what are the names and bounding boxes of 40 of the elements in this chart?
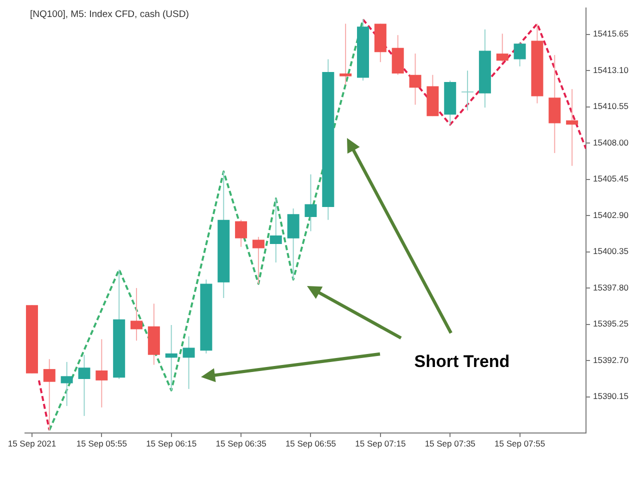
x-tick-label: 15 Sep 06:35 [216, 438, 267, 448]
annotation: Short Trend [414, 352, 510, 371]
y-tick-label: 15410.55 [593, 101, 629, 112]
x-tick-label: 15 Sep 07:15 [355, 438, 406, 448]
candlestick [514, 42, 526, 67]
candlestick [96, 338, 108, 408]
candlestick [235, 219, 248, 248]
y-tick-label: 15390.15 [593, 391, 629, 402]
candlestick [78, 354, 90, 416]
candlestick [60, 361, 73, 406]
candlestick [270, 198, 282, 263]
y-tick-label: 15395.25 [593, 318, 629, 329]
x-tick-label: 15 Sep 06:55 [285, 438, 336, 448]
x-tick-label: 15 Sep 05:55 [76, 438, 128, 448]
candlestick [462, 70, 474, 111]
y-tick-label: 15400.35 [593, 246, 629, 256]
line-series [48, 18, 364, 432]
y-tick-label: 15408.00 [593, 137, 629, 148]
y-tick-label: 15397.80 [593, 282, 629, 292]
x-tick-label: 15 Sep 07:35 [424, 438, 476, 448]
candlestick [43, 358, 56, 431]
x-tick-label: 15 Sep 2021 [8, 438, 56, 448]
candlestick [304, 174, 317, 232]
x-tick-label: 15 Sep 06:15 [146, 438, 197, 448]
y-tick-label: 15405.45 [593, 174, 629, 184]
y-tick-label: 15415.65 [593, 28, 629, 39]
candlestick [130, 288, 143, 342]
candlestick [409, 53, 422, 106]
candlestick [340, 23, 352, 86]
y-tick-label: 15402.90 [593, 210, 629, 220]
chart-title: [NQ100], M5: Index CFD, cash (USD) [30, 9, 189, 20]
line-series [362, 18, 586, 150]
y-tick-label: 15392.70 [593, 354, 629, 365]
x-tick-label: 15 Sep 07:55 [494, 438, 546, 448]
candlestick [566, 88, 578, 166]
y-tick-label: 15413.10 [593, 64, 629, 75]
candlestick [182, 336, 195, 390]
candlestick [252, 236, 264, 284]
candlestick [496, 33, 508, 63]
candlestick [165, 324, 178, 391]
